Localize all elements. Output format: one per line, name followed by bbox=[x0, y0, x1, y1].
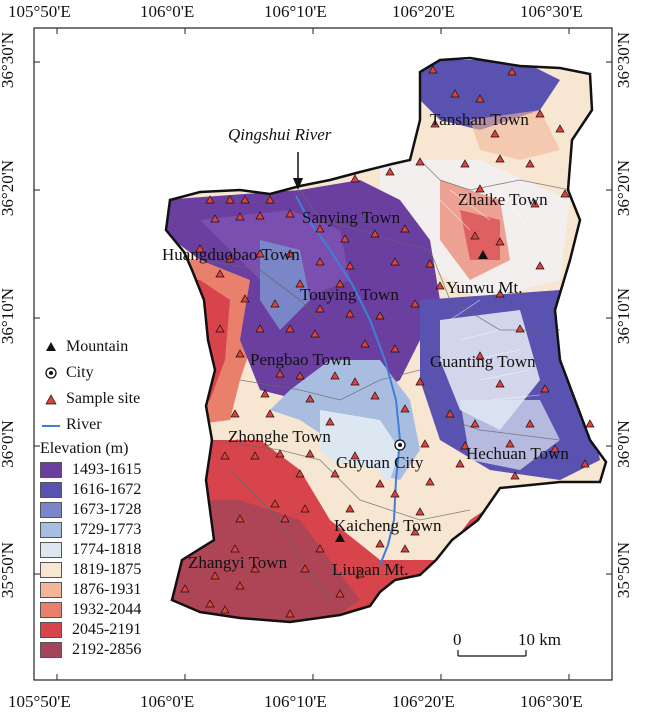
legend-elevation-label: 1876-1931 bbox=[72, 581, 142, 598]
top-tick-4: 106°20'E bbox=[392, 2, 455, 21]
legend-river-label: River bbox=[66, 416, 102, 433]
legend-elevation-row: 1493-1615 bbox=[40, 461, 141, 479]
guyuan-city-label: Guyuan City bbox=[336, 453, 424, 472]
legend-elevation-row: 1616-1672 bbox=[40, 481, 141, 499]
guyuan-city-marker-dot bbox=[398, 443, 402, 447]
bottom-tick-2: 106°0'E bbox=[140, 692, 195, 711]
zhangyi-town-label: Zhangyi Town bbox=[188, 553, 288, 572]
sanying-town-label: Sanying Town bbox=[302, 208, 401, 227]
legend-elevation-label: 1493-1615 bbox=[72, 461, 142, 478]
frame-ticks bbox=[34, 28, 612, 680]
legend-elevation-row: 1932-2044 bbox=[40, 601, 141, 619]
legend-elevation-row: 1876-1931 bbox=[40, 581, 141, 599]
scale-bar-zero-label: 0 bbox=[453, 630, 462, 649]
top-tick-1: 105°50'E bbox=[8, 2, 71, 21]
map-frame bbox=[33, 27, 613, 681]
scale-bar-ten-label: 10 km bbox=[518, 630, 561, 649]
zhaike-town-label: Zhaike Town bbox=[458, 190, 548, 209]
legend-sample-site-label: Sample site bbox=[66, 390, 141, 407]
bottom-tick-3: 106°10'E bbox=[264, 692, 327, 711]
bottom-tick-1: 105°50'E bbox=[8, 692, 71, 711]
yunwu-mt-label: Yunwu Mt. bbox=[446, 278, 523, 297]
legend-elevation-title: Elevation (m) bbox=[40, 440, 129, 457]
legend-elevation-label: 1729-1773 bbox=[72, 521, 142, 538]
yunwu-mt-marker bbox=[478, 250, 488, 259]
liupan-mt-label: Liupan Mt. bbox=[332, 560, 409, 579]
legend-elevation-label: 1616-1672 bbox=[72, 481, 142, 498]
legend-elevation-row: 1774-1818 bbox=[40, 541, 141, 559]
kaicheng-town-label: Kaicheng Town bbox=[334, 516, 442, 535]
legend-elevation-swatch bbox=[40, 642, 62, 658]
legend-sample-site-icon bbox=[45, 394, 57, 405]
touying-town-label: Touying Town bbox=[300, 285, 399, 304]
zhonghe-town-label: Zhonghe Town bbox=[228, 427, 331, 446]
qingshui-river-label: Qingshui River bbox=[228, 125, 332, 144]
legend-elevation-label: 1673-1728 bbox=[72, 501, 142, 518]
sample-sites bbox=[180, 65, 595, 618]
legend-elevation-swatch bbox=[40, 462, 62, 478]
pengbao-town-label: Pengbao Town bbox=[250, 350, 351, 369]
bottom-tick-5: 106°30'E bbox=[520, 692, 583, 711]
legend-city-label: City bbox=[66, 364, 94, 381]
legend-elevation-swatch bbox=[40, 622, 62, 638]
legend-elevation-row: 2192-2856 bbox=[40, 641, 141, 659]
legend-mountain-icon bbox=[46, 342, 56, 351]
bottom-tick-4: 106°20'E bbox=[392, 692, 455, 711]
qingshui-river-line bbox=[295, 195, 402, 566]
top-tick-2: 106°0'E bbox=[140, 2, 195, 21]
legend-elevation-swatch bbox=[40, 562, 62, 578]
legend-elevation-swatch bbox=[40, 502, 62, 518]
huangduobao-town-label: Huangduobao Town bbox=[162, 245, 300, 264]
top-tick-5: 106°30'E bbox=[520, 2, 583, 21]
top-tick-3: 106°10'E bbox=[264, 2, 327, 21]
legend-elevation-swatch bbox=[40, 522, 62, 538]
guanting-town-label: Guanting Town bbox=[430, 352, 536, 371]
legend-elevation-swatch bbox=[40, 482, 62, 498]
hechuan-town-label: Hechuan Town bbox=[466, 444, 569, 463]
town-boundaries bbox=[199, 159, 571, 601]
legend-elevation-row: 2045-2191 bbox=[40, 621, 141, 639]
legend-elevation-label: 2192-2856 bbox=[72, 641, 142, 658]
liupan-mt-marker bbox=[335, 533, 345, 542]
legend-elevation-label: 1819-1875 bbox=[72, 561, 142, 578]
region-boundary bbox=[164, 56, 608, 624]
legend-elevation-label: 1774-1818 bbox=[72, 541, 142, 558]
legend-elevation-swatch bbox=[40, 542, 62, 558]
legend-elevation-row: 1673-1728 bbox=[40, 501, 141, 519]
legend-mountain-label: Mountain bbox=[66, 338, 129, 355]
legend-elevation-row: 1729-1773 bbox=[40, 521, 141, 539]
legend-elevation-swatch bbox=[40, 582, 62, 598]
tanshan-town-label: Tanshan Town bbox=[430, 110, 529, 129]
legend-elevation-label: 1932-2044 bbox=[72, 601, 142, 618]
legend-elevation-row: 1819-1875 bbox=[40, 561, 141, 579]
legend-elevation-label: 2045-2191 bbox=[72, 621, 142, 638]
river-pointer-arrowhead bbox=[293, 178, 303, 190]
legend-elevation-swatch bbox=[40, 602, 62, 618]
scale-bar bbox=[457, 650, 527, 657]
